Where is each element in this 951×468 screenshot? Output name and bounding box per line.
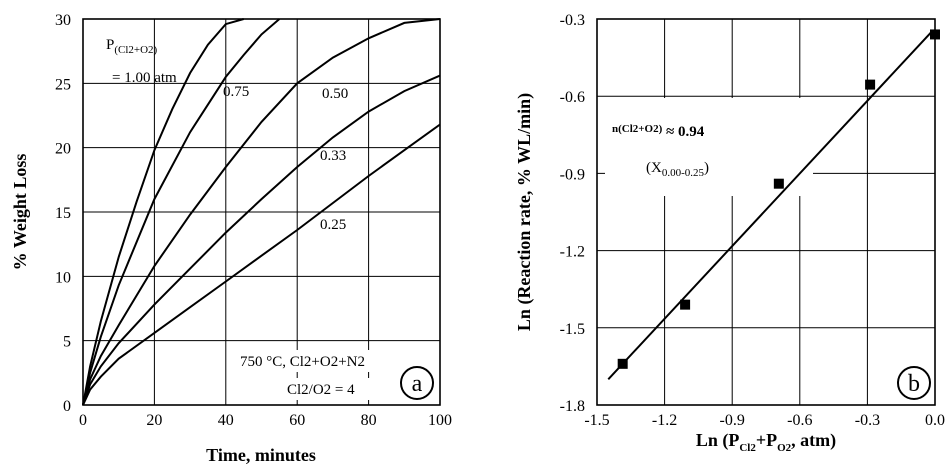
curve-0-50 <box>82 18 441 406</box>
curve-label-0-25: 0.25 <box>320 217 346 233</box>
panel-a-y-tick-label: 0 <box>63 398 71 415</box>
panel-a-y-tick-label: 25 <box>55 76 71 93</box>
data-point <box>617 358 628 369</box>
fit-line <box>607 29 934 380</box>
panel-a-x-tick-label: 80 <box>361 412 377 429</box>
panel-a-frame <box>82 18 441 406</box>
panel-a-y-tick-label: 5 <box>63 334 71 351</box>
panel-b-y-ticks: -0.3 -0.6 -0.9 -1.2 -1.5 -1.8 <box>560 12 585 415</box>
curve-label-0-75: 0.75 <box>223 84 249 100</box>
panel-b-x-tick-label: -0.6 <box>787 412 812 429</box>
panel-a-x-tick-label: 60 <box>289 412 305 429</box>
panel-b-frame <box>596 18 936 406</box>
curve-label-0-33: 0.33 <box>320 148 346 164</box>
panel-b-badge-circle <box>897 366 931 400</box>
panel-a-x-tick-label: 20 <box>146 412 162 429</box>
condition-backdrop <box>238 350 398 372</box>
panel-a-x-tick-label: 40 <box>218 412 234 429</box>
panel-b-x-axis-label: Ln (PCl2+PO2, atm) <box>696 430 836 454</box>
data-point <box>773 178 784 189</box>
panel-b-x-tick-label: -0.3 <box>855 412 880 429</box>
data-point <box>680 299 691 310</box>
panel-b-y-axis-label: Ln (Reaction rate, % WL/min) <box>514 93 535 331</box>
panel-a-condition-line1: 750 °C, Cl2+O2+N2 <box>240 354 365 370</box>
condition2-backdrop <box>284 378 390 400</box>
panel-b-y-tick-label: -0.6 <box>560 89 585 106</box>
panel-b-y-tick-label: -0.9 <box>560 166 585 183</box>
panel-a-y-tick-label: 30 <box>55 12 71 29</box>
panel-b-order-annotation: n(Cl2+O2) ≈ 0.94 <box>612 123 705 140</box>
panel-a-x-tick-label: 100 <box>428 412 452 429</box>
panel-b-y-tick-label: -1.8 <box>560 398 585 415</box>
curve-0-33 <box>82 74 441 406</box>
panel-b-x-ticks: -1.5 -1.2 -0.9 -0.6 -0.3 0.0 <box>584 412 945 429</box>
curve-0-25 <box>82 123 441 406</box>
panel-b-y-tick-label: -1.5 <box>560 321 585 338</box>
panel-b-x-tick-label: -1.5 <box>584 412 609 429</box>
panel-b-badge-label: b <box>908 371 920 397</box>
curve-label-0-50: 0.50 <box>322 86 348 102</box>
panel-b-x-tick-label: 0.0 <box>925 412 945 429</box>
panel-a-y-tick-label: 20 <box>55 141 71 158</box>
panel-a-x-axis-label: Time, minutes <box>206 445 316 465</box>
data-point <box>865 79 876 90</box>
panel-b-y-tick-label: -0.3 <box>560 12 585 29</box>
panel-b-x-tick-label: -1.2 <box>652 412 677 429</box>
panel-a-y-ticks: 0 5 10 15 20 25 30 <box>55 12 71 415</box>
panel-b-range-annotation: (X0.00-0.25) <box>646 160 709 179</box>
curve-0-75 <box>82 18 281 406</box>
panel-b: -1.5 -1.2 -0.9 -0.6 -0.3 0.0 -0.3 -0.6 -0.9 -1.2… <box>514 12 945 454</box>
panel-a-x-tick-label: 0 <box>79 412 87 429</box>
panel-a-y-tick-label: 15 <box>55 205 71 222</box>
panel-a-y-tick-label: 10 <box>55 269 71 286</box>
panel-a-y-axis-label: % Weight Loss <box>10 154 30 271</box>
panel-a-curves <box>82 18 441 406</box>
panel-a-badge-label: a <box>412 371 423 397</box>
panel-a-pressure-value: = 1.00 atm <box>112 70 177 86</box>
panel-b-x-tick-label: -0.9 <box>720 412 745 429</box>
panel-b-fit-line <box>607 29 934 380</box>
panel-b-y-tick-label: -1.2 <box>560 244 585 261</box>
panel-a-badge-circle <box>400 366 434 400</box>
panel-a-pressure-label: P(Cl2+O2) <box>106 37 158 56</box>
panel-b-grid <box>596 18 936 406</box>
panel-a-x-ticks: 0 20 40 60 80 100 <box>79 412 452 429</box>
panel-a-condition-line2: Cl2/O2 = 4 <box>287 382 355 398</box>
curve-1-00 <box>82 18 244 406</box>
